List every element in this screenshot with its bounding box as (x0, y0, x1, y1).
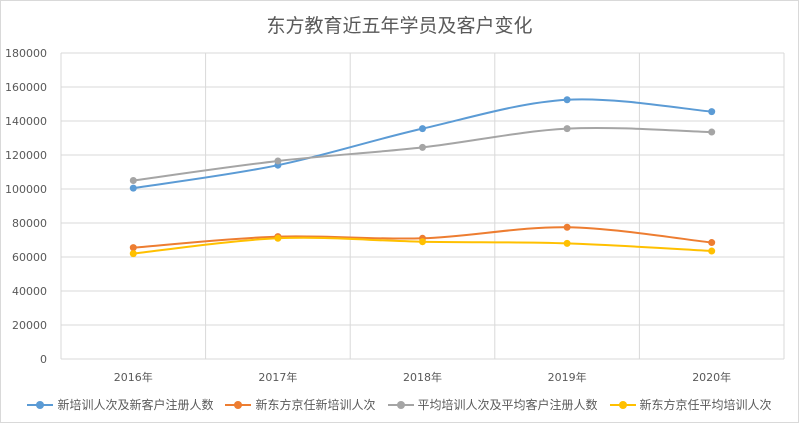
legend-item: 新培训人次及新客户注册人数 (27, 396, 213, 413)
data-point (419, 125, 426, 133)
y-tick-label: 160000 (5, 81, 47, 94)
y-tick-label: 140000 (5, 115, 47, 128)
y-tick-label: 40000 (12, 285, 47, 298)
data-point (563, 125, 571, 133)
y-tick-label: 60000 (12, 251, 47, 264)
data-point (708, 108, 716, 116)
data-point (274, 234, 282, 242)
x-tick-label: 2016年 (114, 370, 153, 384)
x-tick-label: 2017年 (258, 370, 297, 384)
legend-item: 平均培训人次及平均客户注册人数 (387, 396, 598, 413)
chart-legend: 新培训人次及新客户注册人数 新东方京任新培训人次 平均培训人次及平均客户注册人数 新东… (1, 396, 798, 413)
data-point (274, 157, 282, 165)
x-tick-label: 2018年 (403, 370, 442, 384)
legend-item: 新东方京任新培训人次 (225, 396, 376, 413)
legend-swatch (27, 400, 54, 410)
series-line-2 (133, 126, 712, 182)
y-tick-label: 0 (40, 353, 47, 366)
x-tick-label: 2019年 (548, 370, 587, 384)
legend-label: 新培训人次及新客户注册人数 (57, 398, 214, 412)
data-point (129, 244, 137, 252)
y-tick-label: 100000 (5, 183, 47, 196)
data-point (563, 239, 571, 247)
data-point (419, 238, 426, 246)
y-tick-label: 120000 (5, 149, 47, 162)
legend-swatch (609, 400, 636, 410)
legend-label: 平均培训人次及平均客户注册人数 (417, 398, 598, 412)
legend-item: 新东方京任平均培训人次 (609, 396, 772, 413)
y-tick-label: 20000 (12, 319, 47, 332)
y-tick-label: 180000 (5, 47, 47, 60)
series-line-0 (133, 98, 712, 190)
data-point (419, 143, 426, 151)
data-point (563, 96, 571, 104)
legend-swatch (225, 400, 252, 410)
legend-swatch (387, 400, 414, 410)
data-point (708, 128, 716, 136)
data-point (129, 177, 137, 184)
x-tick-label: 2020年 (692, 370, 731, 384)
data-point (563, 223, 571, 231)
data-point (129, 250, 137, 258)
chart-title: 东方教育近五年学员及客户变化 (266, 15, 533, 37)
legend-label: 新东方京任平均培训人次 (639, 398, 772, 412)
data-point (129, 184, 137, 192)
data-point (708, 247, 716, 255)
y-tick-label: 80000 (12, 217, 47, 230)
data-point (708, 239, 716, 247)
legend-label: 新东方京任新培训人次 (255, 398, 376, 412)
